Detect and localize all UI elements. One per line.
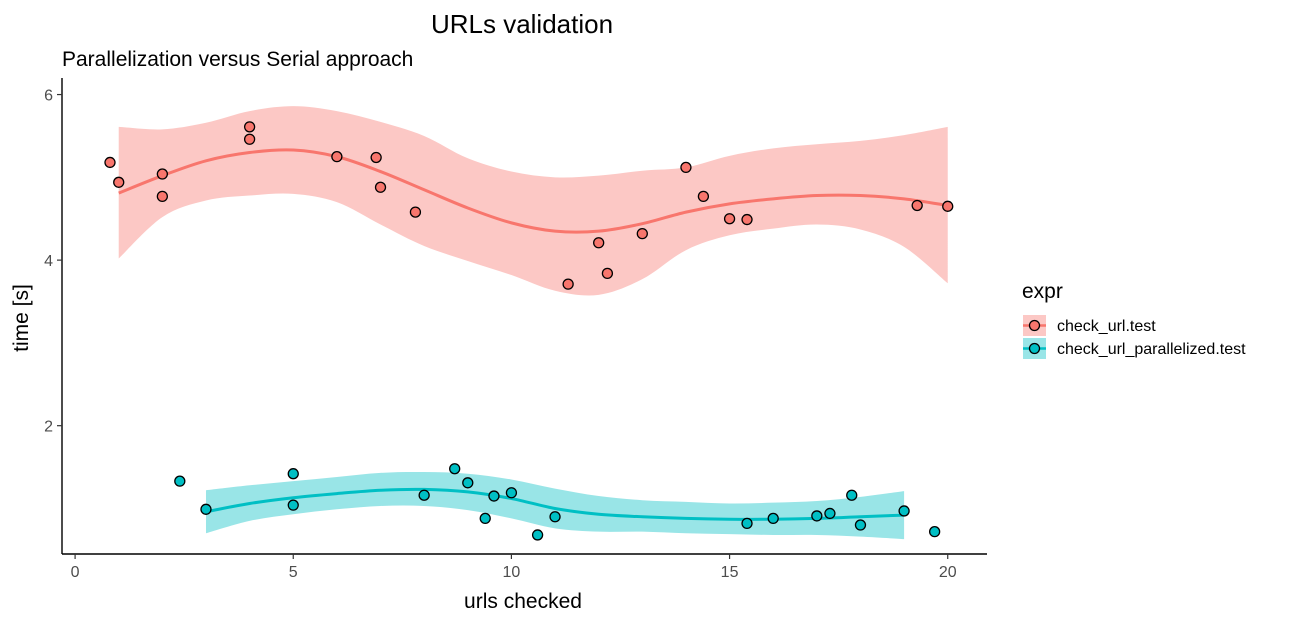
chart-subtitle: Parallelization versus Serial approach bbox=[62, 48, 413, 71]
x-tick-label-0: 0 bbox=[71, 564, 80, 581]
data-point-0-16 bbox=[723, 213, 736, 225]
x-tick-label-1: 5 bbox=[289, 564, 298, 581]
legend-title: expr bbox=[1022, 280, 1063, 303]
data-point-0-11 bbox=[593, 237, 605, 249]
data-point-1-5 bbox=[449, 463, 461, 475]
legend-key-point-0 bbox=[1028, 319, 1041, 332]
data-point-1-18 bbox=[898, 505, 910, 517]
x-tick-label-4: 20 bbox=[939, 564, 957, 581]
legend-label-1: check_url_parallelized.test bbox=[1057, 341, 1246, 358]
x-axis-title: urls checked bbox=[464, 590, 582, 613]
data-point-0-13 bbox=[636, 227, 648, 240]
data-point-1-4 bbox=[418, 489, 430, 501]
legend: expr check_url.test check_url_paralleliz… bbox=[1022, 280, 1246, 359]
data-point-1-16 bbox=[846, 489, 858, 501]
data-point-0-18 bbox=[911, 199, 923, 212]
confidence-band-0 bbox=[118, 106, 948, 296]
data-point-0-7 bbox=[370, 151, 382, 164]
data-point-1-9 bbox=[505, 487, 518, 499]
data-point-1-13 bbox=[767, 512, 779, 525]
data-point-0-8 bbox=[374, 181, 387, 193]
data-point-0-15 bbox=[697, 190, 710, 203]
data-point-0-3 bbox=[156, 190, 169, 203]
data-point-0-2 bbox=[156, 168, 169, 180]
data-point-1-12 bbox=[741, 517, 753, 530]
chart-title: URLs validation bbox=[431, 9, 613, 39]
confidence-band-1 bbox=[205, 472, 905, 540]
data-point-1-6 bbox=[462, 477, 474, 489]
data-point-1-3 bbox=[287, 499, 299, 511]
data-point-0-4 bbox=[243, 121, 256, 133]
data-point-1-10 bbox=[531, 529, 544, 541]
smooth-line-1 bbox=[205, 487, 905, 521]
data-point-0-6 bbox=[331, 150, 343, 163]
data-point-1-15 bbox=[824, 507, 836, 520]
plot-area bbox=[104, 106, 954, 541]
smooth-line-0 bbox=[118, 148, 948, 234]
data-point-1-14 bbox=[811, 510, 823, 522]
x-tick-label-2: 10 bbox=[503, 564, 521, 581]
data-point-0-17 bbox=[741, 213, 753, 226]
data-point-1-2 bbox=[287, 468, 299, 480]
y-tick-label-0: 2 bbox=[44, 419, 53, 436]
data-point-1-11 bbox=[549, 511, 561, 523]
data-point-0-1 bbox=[113, 176, 125, 188]
data-point-1-0 bbox=[174, 475, 186, 487]
data-point-0-19 bbox=[942, 200, 954, 212]
x-tick-label-3: 15 bbox=[721, 564, 739, 581]
data-point-1-19 bbox=[928, 525, 941, 538]
y-axis-title: time [s] bbox=[10, 284, 33, 352]
y-tick-label-1: 4 bbox=[44, 253, 53, 270]
data-point-0-9 bbox=[409, 206, 422, 218]
data-point-0-12 bbox=[601, 267, 614, 280]
data-point-0-10 bbox=[562, 278, 574, 290]
y-tick-label-2: 6 bbox=[44, 88, 53, 105]
data-point-1-17 bbox=[854, 519, 867, 531]
legend-label-0: check_url.test bbox=[1057, 318, 1156, 335]
data-point-0-5 bbox=[243, 133, 256, 145]
data-point-0-14 bbox=[680, 161, 692, 174]
data-point-1-7 bbox=[479, 512, 491, 525]
data-point-0-0 bbox=[104, 156, 116, 169]
data-point-1-1 bbox=[200, 503, 212, 515]
legend-key-point-1 bbox=[1028, 342, 1041, 355]
axes: 0 5 10 15 20 2 4 6 bbox=[44, 78, 987, 581]
data-point-1-8 bbox=[488, 490, 500, 502]
